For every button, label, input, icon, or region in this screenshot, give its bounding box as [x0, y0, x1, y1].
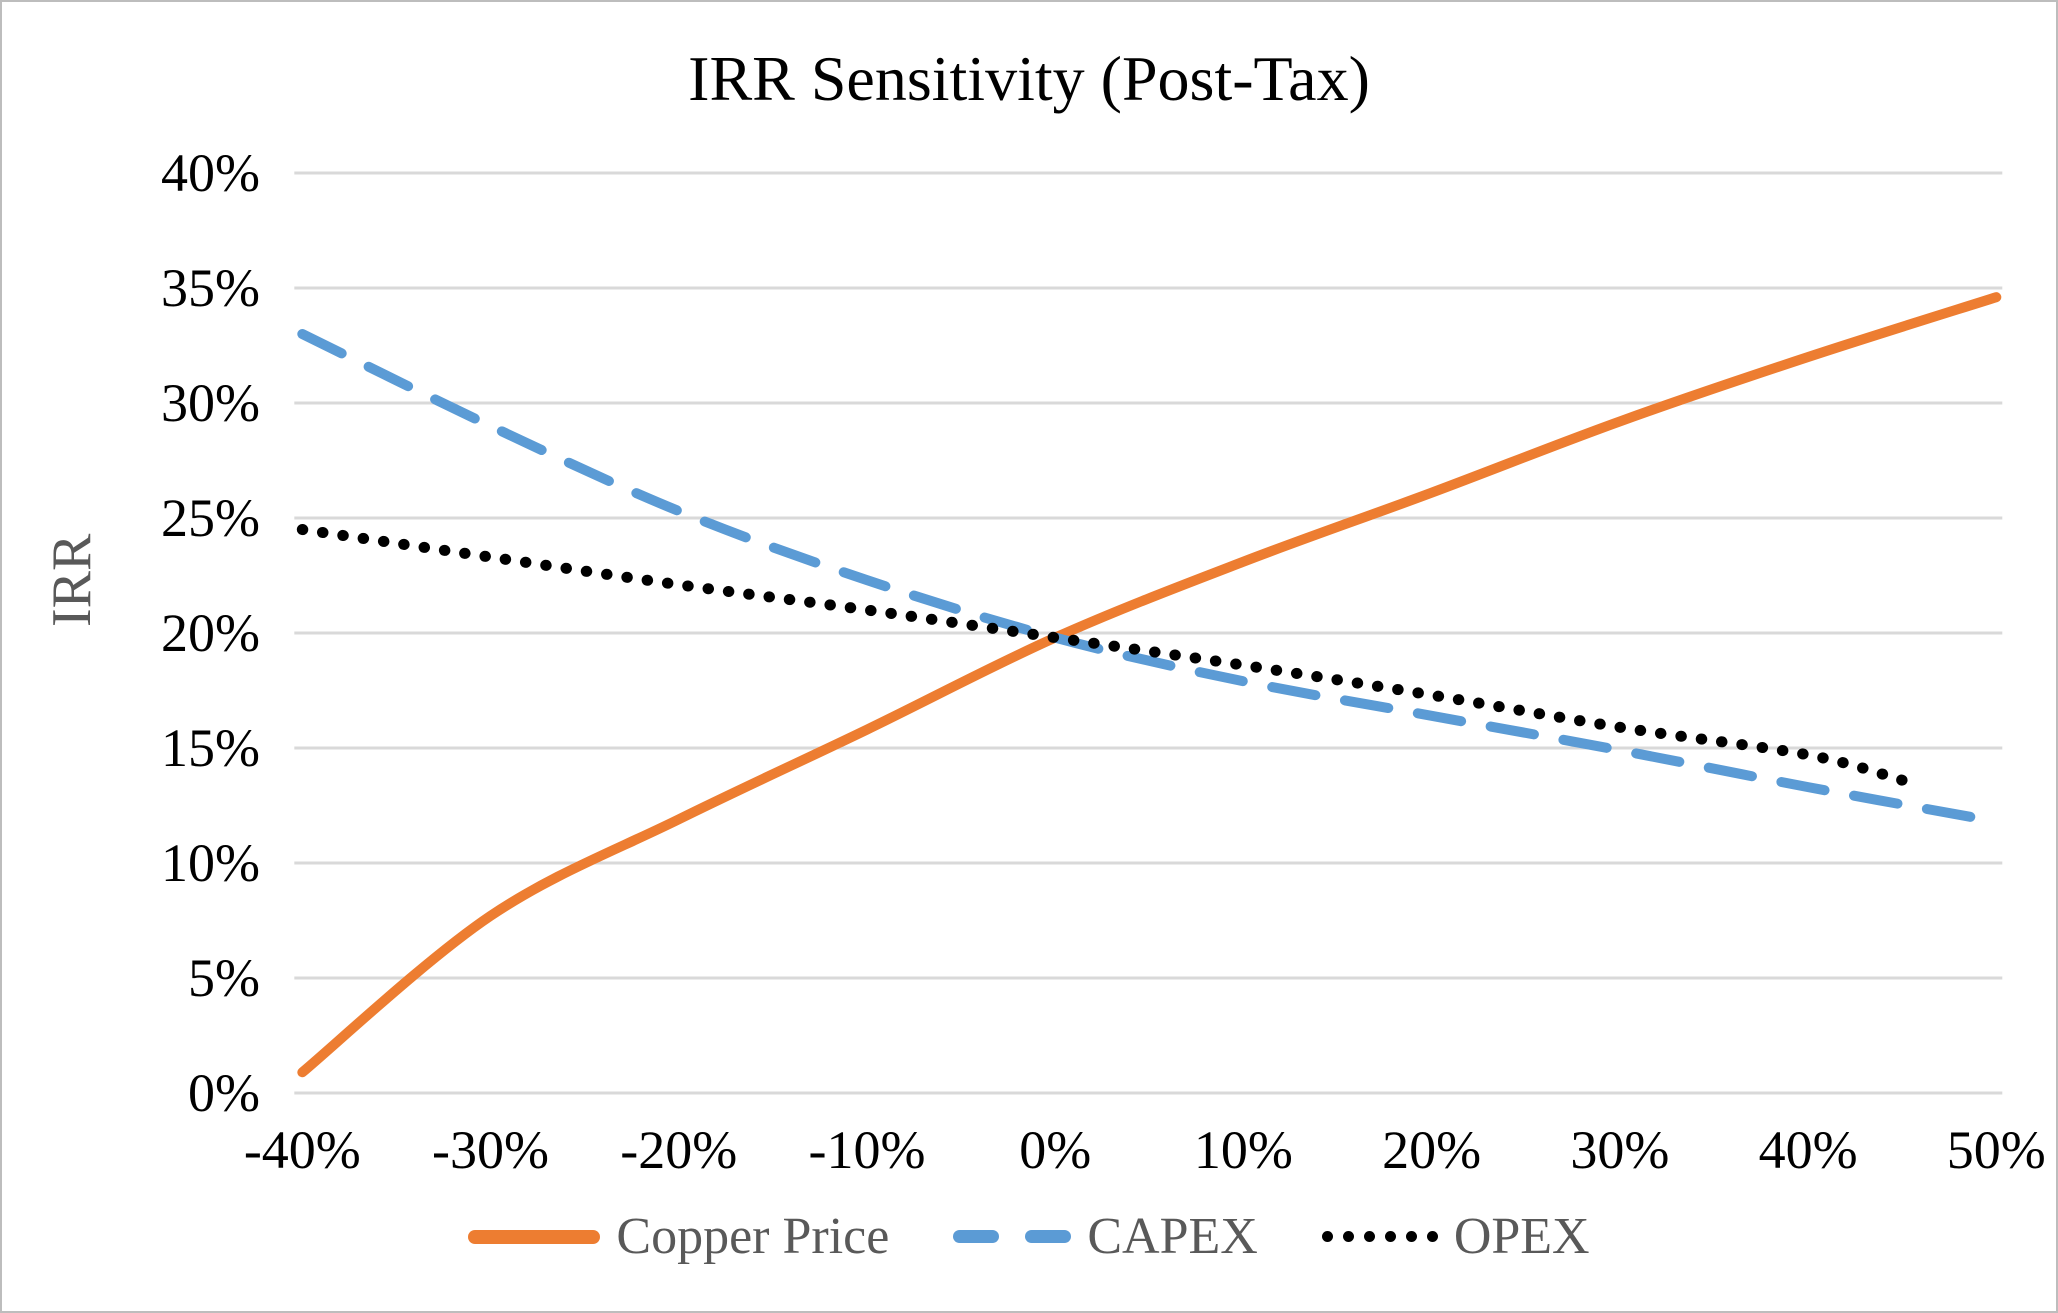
- legend-item-opex: OPEX: [1321, 1207, 1590, 1266]
- legend: Copper Price CAPEX OPEX: [2, 1207, 2056, 1266]
- legend-label-opex: OPEX: [1453, 1208, 1590, 1265]
- legend-dot-segment: [1321, 1231, 1333, 1242]
- series-line-opex: [296, 524, 1908, 786]
- y-tick-35%: 35%: [161, 258, 260, 318]
- x-tick--40%: -40%: [244, 1120, 361, 1180]
- legend-swatch-copper-price: [468, 1229, 601, 1244]
- legend-dot-segment: [1342, 1231, 1354, 1242]
- x-tick-0%: 0%: [1019, 1120, 1091, 1180]
- x-tick--30%: -30%: [432, 1120, 549, 1180]
- y-tick-20%: 20%: [161, 603, 260, 663]
- legend-dash-segment: [1025, 1230, 1072, 1243]
- legend-label-copper-price: Copper Price: [616, 1208, 890, 1265]
- legend-dash-segment: [953, 1230, 1000, 1243]
- y-tick-labels: 0% 5% 10% 15% 20% 25% 30% 35% 40%: [161, 143, 260, 1123]
- x-tick-30%: 30%: [1570, 1120, 1669, 1180]
- legend-dot-segment: [1363, 1231, 1375, 1242]
- y-tick-25%: 25%: [161, 488, 260, 548]
- legend-dot-segment: [1405, 1231, 1417, 1242]
- y-tick-40%: 40%: [161, 143, 260, 203]
- gridlines: [294, 171, 2003, 1095]
- x-tick-10%: 10%: [1194, 1120, 1293, 1180]
- x-tick-50%: 50%: [1947, 1120, 2046, 1180]
- series-line-capex: [297, 329, 2002, 827]
- legend-item-copper-price: Copper Price: [468, 1207, 889, 1266]
- legend-label-capex: CAPEX: [1087, 1208, 1258, 1265]
- chart-title: IRR Sensitivity (Post-Tax): [688, 43, 1370, 114]
- y-tick-0%: 0%: [188, 1063, 260, 1123]
- legend-item-capex: CAPEX: [953, 1207, 1258, 1266]
- x-tick-20%: 20%: [1382, 1120, 1481, 1180]
- legend-dot-segment: [1426, 1231, 1438, 1242]
- y-tick-10%: 10%: [161, 833, 260, 893]
- x-tick--20%: -20%: [620, 1120, 737, 1180]
- y-tick-15%: 15%: [161, 718, 260, 778]
- x-tick-labels: -40% -30% -20% -10% 0% 10% 20% 30% 40% 50%: [244, 1120, 2046, 1180]
- x-tick-40%: 40%: [1759, 1120, 1858, 1180]
- y-tick-30%: 30%: [161, 373, 260, 433]
- y-tick-5%: 5%: [188, 948, 260, 1008]
- legend-swatch-capex: [953, 1230, 1072, 1243]
- series-line-copper-price: [297, 292, 2002, 1078]
- series-lines: [296, 292, 2002, 1078]
- x-tick--10%: -10%: [808, 1120, 925, 1180]
- legend-dot-segment: [1384, 1231, 1396, 1242]
- legend-swatch-opex: [1321, 1231, 1438, 1242]
